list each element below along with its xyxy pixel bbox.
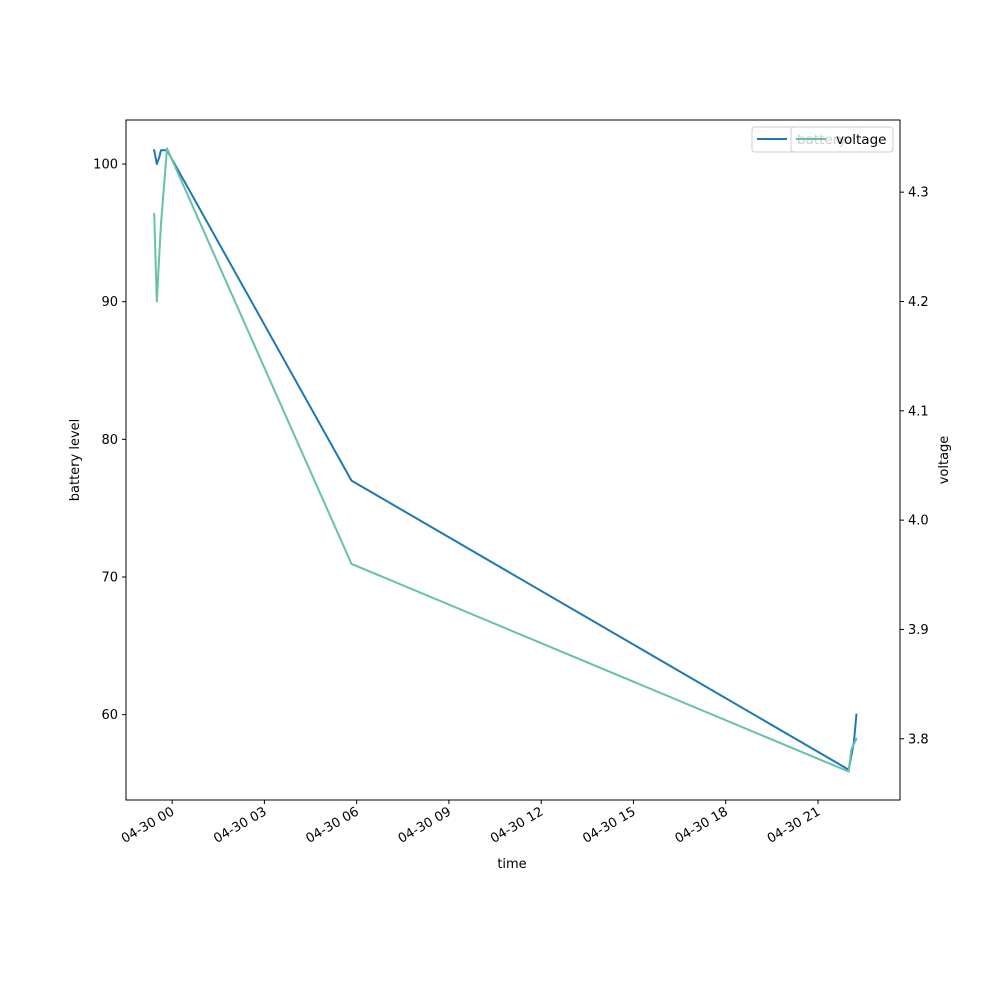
plot-frame [125, 119, 901, 801]
plot-area [125, 119, 901, 801]
legend-voltage: voltage [790, 126, 894, 153]
y-right-tick-label: 3.8 [908, 732, 929, 747]
y-left-tick-label: 100 [93, 158, 118, 173]
series-line-voltage [153, 147, 858, 773]
x-tick-label: 04-30 12 [488, 804, 546, 846]
x-tick-label: 04-30 18 [673, 804, 731, 846]
x-tick-label: 04-30 21 [765, 804, 823, 846]
x-tick-label: 04-30 15 [580, 804, 638, 846]
x-tick-label: 04-30 00 [119, 804, 177, 846]
y-right-tick-label: 4.2 [908, 295, 929, 310]
x-tick-label: 04-30 06 [304, 804, 362, 846]
y-left-tick-label: 70 [101, 571, 118, 586]
series-layer [153, 147, 858, 773]
y-right-tick-label: 4.0 [908, 514, 929, 529]
x-tick-label: 04-30 09 [396, 804, 454, 846]
x-axis: 04-30 00 04-30 03 04-30 06 04-30 09 04-30 12… [119, 800, 823, 847]
y-left-tick-label: 60 [101, 708, 118, 723]
legend-voltage-label: voltage [836, 132, 886, 148]
y-axis-right: 3.8 3.9 4.0 4.1 4.2 4.3 [900, 186, 929, 747]
y-right-tick-label: 3.9 [908, 623, 929, 638]
y-left-tick-label: 90 [101, 295, 118, 310]
x-tick-label: 04-30 03 [211, 804, 269, 846]
y-axis-right-label: voltage [937, 436, 952, 485]
y-right-tick-label: 4.3 [908, 186, 929, 201]
legend-voltage-box [790, 126, 894, 153]
y-axis-left: 60 70 80 90 100 [93, 158, 126, 723]
y-axis-left-label: battery level [68, 419, 83, 502]
y-left-tick-label: 80 [101, 433, 118, 448]
x-axis-label: time [497, 857, 526, 872]
y-right-tick-label: 4.1 [908, 404, 929, 419]
